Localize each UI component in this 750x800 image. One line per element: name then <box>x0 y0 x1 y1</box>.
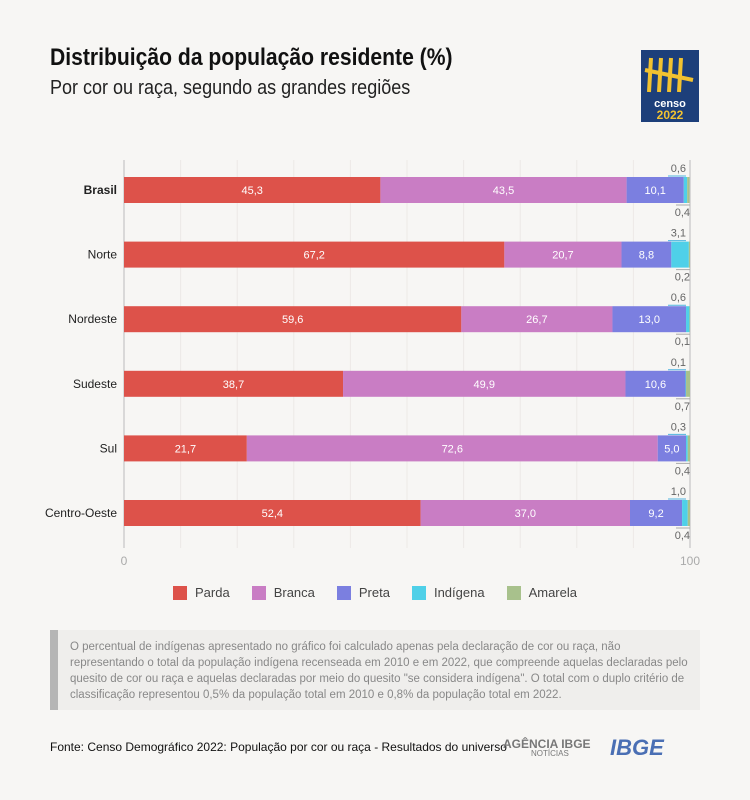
legend: Parda Branca Preta Indígena Amarela <box>0 585 750 600</box>
bar-segment-branca <box>504 241 622 268</box>
legend-swatch <box>251 585 266 600</box>
category-label: Nordeste <box>68 312 117 326</box>
bar-segment-indígena <box>682 500 688 526</box>
chart-subtitle: Por cor ou raça, segundo as grandes regi… <box>50 77 411 99</box>
bar-segment-amarela <box>687 435 690 462</box>
stacked-bar-chart: 0 100 Brasil 45,3 43,5 10,1 0,6 0,4 Norte 67,2 20,… <box>45 160 700 568</box>
source-text: Fonte: Censo Demográfico 2022: População… <box>50 740 507 754</box>
data-label: 21,7 <box>175 443 196 455</box>
data-label-indigena: 1,0 <box>671 486 686 498</box>
data-label: 13,0 <box>639 314 660 326</box>
bar-segment-parda <box>124 241 505 268</box>
data-label-amarela: 0,4 <box>675 530 690 542</box>
svg-text:2022: 2022 <box>657 108 684 122</box>
data-label-indigena: 0,6 <box>671 163 686 175</box>
ibge-logo: IBGE <box>610 735 664 760</box>
bar-segment-preta <box>630 500 683 526</box>
data-label: 5,0 <box>664 443 679 455</box>
legend-label: Preta <box>358 585 390 600</box>
bar-segment-branca <box>246 435 658 462</box>
legend-item: Preta <box>336 585 390 600</box>
data-label: 20,7 <box>552 250 573 262</box>
bar-segment-parda <box>124 177 381 203</box>
category-label: Sul <box>100 441 117 455</box>
data-label-amarela: 0,1 <box>675 336 690 348</box>
data-label: 8,8 <box>639 250 654 262</box>
data-label: 49,9 <box>474 379 495 391</box>
legend-swatch <box>411 585 426 600</box>
legend-swatch <box>172 585 187 600</box>
legend-label: Amarela <box>528 585 577 600</box>
legend-swatch <box>336 585 351 600</box>
footnote: O percentual de indígenas apresentado no… <box>50 630 700 710</box>
data-label: 10,1 <box>644 185 665 197</box>
bar-segment-branca <box>343 370 626 397</box>
data-label-indigena: 0,1 <box>671 357 686 369</box>
agencia-ibge-logo: AGÊNCIA IBGE NOTÍCIAS <box>503 737 591 758</box>
data-label: 38,7 <box>223 379 244 391</box>
bar-segment-parda <box>124 435 247 462</box>
bar-segment-parda <box>124 370 344 397</box>
bar-segment-indígena <box>686 306 690 333</box>
data-label-amarela: 0,2 <box>675 272 690 284</box>
data-label-amarela: 0,7 <box>675 401 690 413</box>
category-label: Centro-Oeste <box>45 506 117 520</box>
bar-segment-preta <box>621 241 672 268</box>
bar-segment-indígena <box>683 177 688 203</box>
data-label: 52,4 <box>262 508 283 520</box>
bar-segment-branca <box>380 177 627 203</box>
data-label: 43,5 <box>493 185 514 197</box>
data-label: 10,6 <box>645 379 666 391</box>
bar-segment-amarela <box>686 370 690 397</box>
bar-segment-indígena <box>671 241 689 268</box>
data-label-amarela: 0,4 <box>675 465 690 477</box>
data-label-amarela: 0,4 <box>675 207 690 219</box>
bar-segment-amarela <box>687 500 690 526</box>
bar-segment-branca <box>461 306 613 333</box>
data-label-indigena: 3,1 <box>671 228 686 240</box>
svg-text:censo: censo <box>654 98 686 110</box>
legend-label: Indígena <box>433 585 485 600</box>
category-label: Brasil <box>84 183 117 197</box>
bar-segment-branca <box>420 500 631 526</box>
legend-item: Amarela <box>506 585 577 600</box>
bar-segment-preta <box>626 177 684 203</box>
legend-swatch <box>506 585 521 600</box>
data-label: 59,6 <box>282 314 303 326</box>
censo-2022-logo: censo 2022 <box>641 50 699 122</box>
bar-segment-parda <box>124 500 421 526</box>
bar-segment-preta <box>625 370 686 397</box>
data-label: 72,6 <box>442 443 463 455</box>
bar-segment-preta <box>612 306 687 333</box>
data-label-indigena: 0,3 <box>671 421 686 433</box>
legend-label: Parda <box>194 585 230 600</box>
category-label: Sudeste <box>73 377 117 391</box>
legend-item: Indígena <box>411 585 485 600</box>
bar-segment-indígena <box>685 370 687 397</box>
data-label: 26,7 <box>526 314 547 326</box>
chart-title: Distribuição da população residente (%) <box>50 44 453 71</box>
x-tick-label: 0 <box>121 554 128 568</box>
bar-segment-indígena <box>686 435 688 462</box>
legend-label: Branca <box>273 585 315 600</box>
legend-item: Branca <box>251 585 315 600</box>
data-label: 45,3 <box>241 185 262 197</box>
bar-segment-parda <box>124 306 462 333</box>
legend-item: Parda <box>172 585 230 600</box>
data-label: 67,2 <box>303 250 324 262</box>
data-label: 9,2 <box>648 508 663 520</box>
data-label-indigena: 0,6 <box>671 292 686 304</box>
bar-segment-amarela <box>689 306 690 333</box>
category-label: Norte <box>88 248 118 262</box>
bar-segment-amarela <box>687 177 690 203</box>
bar-segment-amarela <box>688 241 690 268</box>
bar-segment-preta <box>657 435 687 462</box>
x-tick-label: 100 <box>680 554 700 568</box>
data-label: 37,0 <box>515 508 536 520</box>
